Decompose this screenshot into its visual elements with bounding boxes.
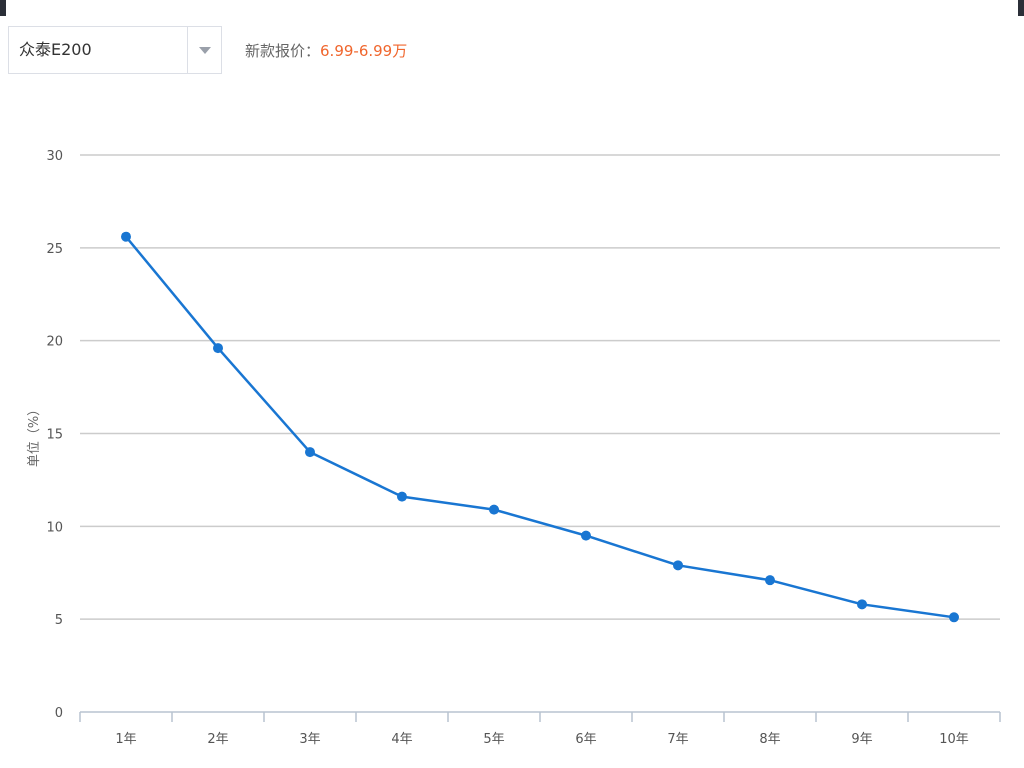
x-tick-label: 10年 [939, 732, 969, 747]
data-point[interactable] [949, 612, 959, 623]
data-point[interactable] [489, 504, 499, 515]
y-tick-label: 5 [55, 613, 63, 628]
y-tick-label: 0 [55, 706, 63, 721]
y-tick-label: 30 [46, 149, 63, 164]
price-info: 新款报价：6.99-6.99万 [245, 40, 407, 61]
grid-lines [80, 154, 1000, 620]
data-point[interactable] [213, 343, 223, 354]
y-tick-labels: 0 5 10 15 20 25 30 [46, 149, 63, 721]
y-tick-label: 20 [46, 335, 63, 350]
x-tick-label: 3年 [299, 732, 320, 747]
price-label: 新款报价： [245, 42, 321, 60]
data-point[interactable] [397, 491, 407, 502]
x-tick-labels: 1年 2年 3年 4年 5年 6年 7年 8年 9年 10年 [115, 732, 968, 747]
car-model-select-value: 众泰E200 [19, 40, 92, 59]
x-tick-label: 6年 [575, 732, 596, 747]
dropdown-arrow-icon[interactable] [187, 27, 221, 73]
x-tick-label: 9年 [851, 732, 872, 747]
x-tick-label: 1年 [115, 732, 136, 747]
x-tick-label: 5年 [483, 732, 504, 747]
y-tick-label: 15 [46, 428, 63, 443]
x-tick-label: 8年 [759, 732, 780, 747]
data-point[interactable] [673, 560, 683, 571]
window-frame-left [0, 0, 6, 16]
data-point[interactable] [765, 575, 775, 586]
x-tick-label: 4年 [391, 732, 412, 747]
x-tick-label: 2年 [207, 732, 228, 747]
data-points [121, 231, 959, 623]
series-line [125, 235, 955, 619]
x-tick-label: 7年 [667, 732, 688, 747]
y-tick-label: 25 [46, 242, 63, 257]
x-axis [79, 711, 1001, 722]
data-point[interactable] [121, 231, 131, 242]
data-point[interactable] [857, 599, 867, 610]
y-axis-title: 单位（%） [27, 403, 42, 467]
series-polyline [125, 235, 955, 619]
data-point[interactable] [305, 447, 315, 458]
data-point[interactable] [581, 530, 591, 541]
price-range: 6.99-6.99万 [320, 42, 408, 60]
window-frame-right [1018, 0, 1024, 16]
y-tick-label: 10 [46, 520, 63, 535]
car-model-select[interactable]: 众泰E200 [8, 26, 222, 74]
